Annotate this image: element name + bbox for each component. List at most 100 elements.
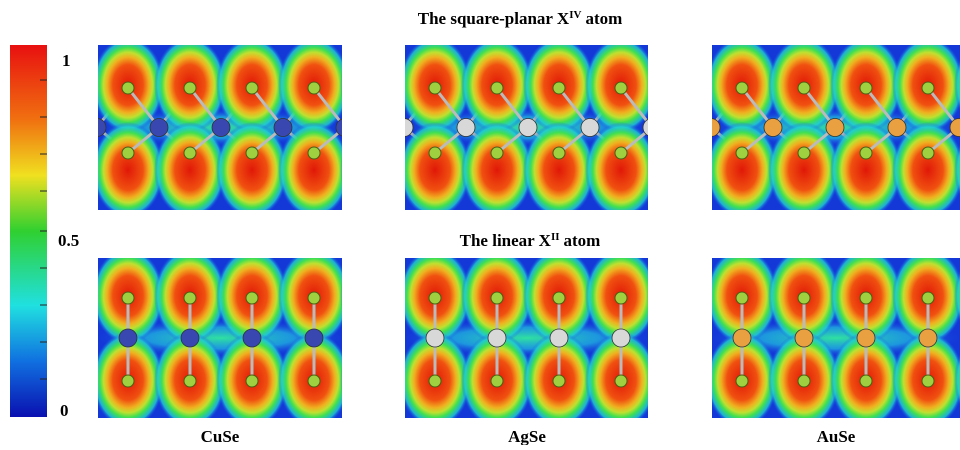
lobe [461, 122, 533, 218]
metal-atom [457, 119, 475, 137]
colorbar-label: 0.5 [58, 231, 79, 250]
se-atom [674, 82, 686, 94]
lobe [340, 37, 412, 133]
se-atom [860, 375, 872, 387]
bond [345, 128, 376, 154]
metal-atom [119, 329, 137, 347]
se-atom [367, 147, 379, 159]
elf-panel [644, 248, 960, 428]
elf-panel [337, 37, 745, 218]
se-atom [553, 147, 565, 159]
bond [373, 88, 404, 128]
se-atom [429, 375, 441, 387]
se-atom [370, 292, 382, 304]
title-tail: atom [564, 231, 601, 250]
lobe [337, 248, 409, 344]
lobe [399, 122, 471, 218]
metal-atom [857, 329, 875, 347]
bond [373, 128, 404, 154]
metal-atom [795, 329, 813, 347]
se-atom [122, 375, 134, 387]
se-atom [922, 82, 934, 94]
se-atom [370, 82, 382, 94]
se-atom [246, 375, 258, 387]
metal-atom [671, 329, 689, 347]
se-atom [922, 375, 934, 387]
se-atom [184, 375, 196, 387]
se-atom [615, 292, 627, 304]
se-atom [184, 292, 196, 304]
se-atom [122, 82, 134, 94]
lobe [216, 122, 288, 218]
lobe [647, 332, 719, 428]
se-atom [246, 147, 258, 159]
lobe [278, 122, 350, 218]
se-atom [246, 82, 258, 94]
lobe [523, 122, 595, 218]
title-sup: II [551, 231, 560, 243]
metal-atom [519, 119, 537, 137]
metal-atom [364, 329, 382, 347]
se-atom [60, 375, 72, 387]
metal-atom [643, 119, 661, 137]
column-label: CuSe [201, 427, 240, 445]
elf-panel [644, 37, 960, 218]
se-atom [553, 375, 565, 387]
se-atom [922, 147, 934, 159]
lobe [337, 332, 409, 428]
metal-atom [305, 329, 323, 347]
lobe [585, 122, 657, 218]
lobe [92, 122, 164, 218]
lobe [644, 248, 716, 344]
se-atom [367, 292, 379, 304]
se-atom [677, 82, 689, 94]
se-atom [798, 147, 810, 159]
lobe [647, 122, 719, 218]
metal-atom [243, 329, 261, 347]
se-atom [491, 375, 503, 387]
se-atom [122, 292, 134, 304]
metal-atom [826, 119, 844, 137]
se-atom [370, 375, 382, 387]
bond [652, 88, 683, 128]
se-atom [491, 292, 503, 304]
metal-atom [702, 119, 720, 137]
lobe [706, 122, 778, 218]
se-atom [553, 292, 565, 304]
metal-atom [274, 119, 292, 137]
se-atom [184, 82, 196, 94]
se-atom [860, 82, 872, 94]
bond [652, 128, 683, 154]
se-atom [860, 147, 872, 159]
se-atom [246, 292, 258, 304]
metal-atom [550, 329, 568, 347]
lobe [340, 248, 412, 344]
lobe [644, 37, 716, 133]
metal-atom [336, 119, 354, 137]
se-atom [60, 292, 72, 304]
title-sup: IV [569, 9, 581, 21]
elf-panel [337, 248, 719, 428]
metal-atom [395, 119, 413, 137]
se-atom [677, 292, 689, 304]
bond [683, 88, 714, 128]
metal-atom [888, 119, 906, 137]
se-atom [674, 292, 686, 304]
lobe [337, 37, 409, 133]
lobe [647, 248, 719, 344]
se-atom [860, 292, 872, 304]
se-atom [308, 375, 320, 387]
se-atom [615, 82, 627, 94]
se-atom [367, 375, 379, 387]
se-atom [736, 375, 748, 387]
metal-atom [612, 329, 630, 347]
se-atom [122, 147, 134, 159]
se-atom [60, 147, 72, 159]
metal-atom [150, 119, 168, 137]
metal-atom [57, 329, 75, 347]
se-atom [922, 292, 934, 304]
metal-atom [488, 329, 506, 347]
lobe [768, 122, 840, 218]
se-atom [674, 375, 686, 387]
